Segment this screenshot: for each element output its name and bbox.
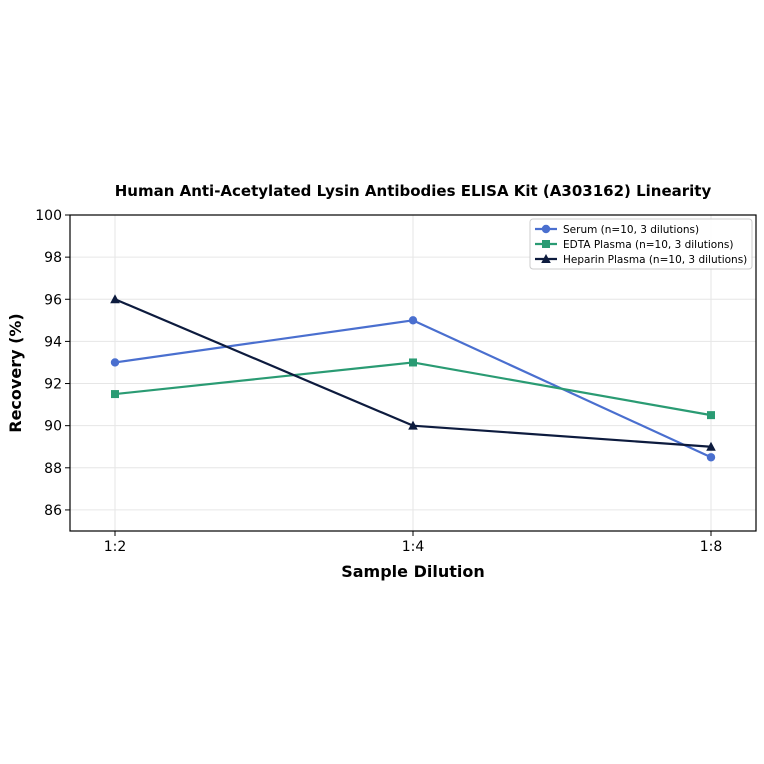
legend-entry: Heparin Plasma (n=10, 3 dilutions) <box>535 254 747 266</box>
y-tick-label: 100 <box>35 208 62 224</box>
y-axis-label: Recovery (%) <box>6 313 25 432</box>
legend-box <box>529 218 753 270</box>
y-tick-label: 90 <box>44 419 62 435</box>
y-axis-ticks: 86 88 90 92 94 96 98 100 <box>35 208 70 519</box>
data-point <box>408 316 418 325</box>
legend-entry: EDTA Plasma (n=10, 3 dilutions) <box>535 239 733 251</box>
series-lines <box>110 294 716 462</box>
data-point <box>111 390 119 399</box>
legend-entry: Serum (n=10, 3 dilutions) <box>535 224 699 236</box>
legend-label: EDTA Plasma (n=10, 3 dilutions) <box>563 239 733 251</box>
chart-title: Human Anti-Acetylated Lysin Antibodies E… <box>115 182 712 200</box>
y-tick-label: 92 <box>44 377 62 393</box>
x-tick-label: 1:8 <box>700 539 723 555</box>
data-point <box>110 358 120 367</box>
x-axis-ticks: 1:2 1:4 1:8 <box>104 531 723 555</box>
data-point <box>706 453 716 462</box>
legend-marker <box>541 254 551 263</box>
y-tick-label: 98 <box>44 250 62 266</box>
legend-marker <box>541 224 551 234</box>
x-tick-label: 1:4 <box>402 539 425 555</box>
data-point <box>409 358 417 367</box>
x-axis-label: Sample Dilution <box>341 562 485 581</box>
series-1 <box>110 316 716 462</box>
series-3 <box>110 294 716 451</box>
data-point <box>707 411 715 420</box>
legend-label: Heparin Plasma (n=10, 3 dilutions) <box>563 254 747 266</box>
y-tick-label: 88 <box>44 461 62 477</box>
y-tick-label: 94 <box>44 334 62 350</box>
legend-marker <box>542 240 550 248</box>
legend-label: Serum (n=10, 3 dilutions) <box>563 224 699 236</box>
y-tick-label: 96 <box>44 292 62 308</box>
data-point <box>110 294 120 304</box>
y-tick-label: 86 <box>44 503 62 519</box>
data-point <box>706 441 716 451</box>
series-2 <box>111 358 715 420</box>
legend: Serum (n=10, 3 dilutions) EDTA Plasma (n=… <box>529 218 753 270</box>
data-point <box>408 420 418 430</box>
x-tick-label: 1:2 <box>104 539 127 555</box>
